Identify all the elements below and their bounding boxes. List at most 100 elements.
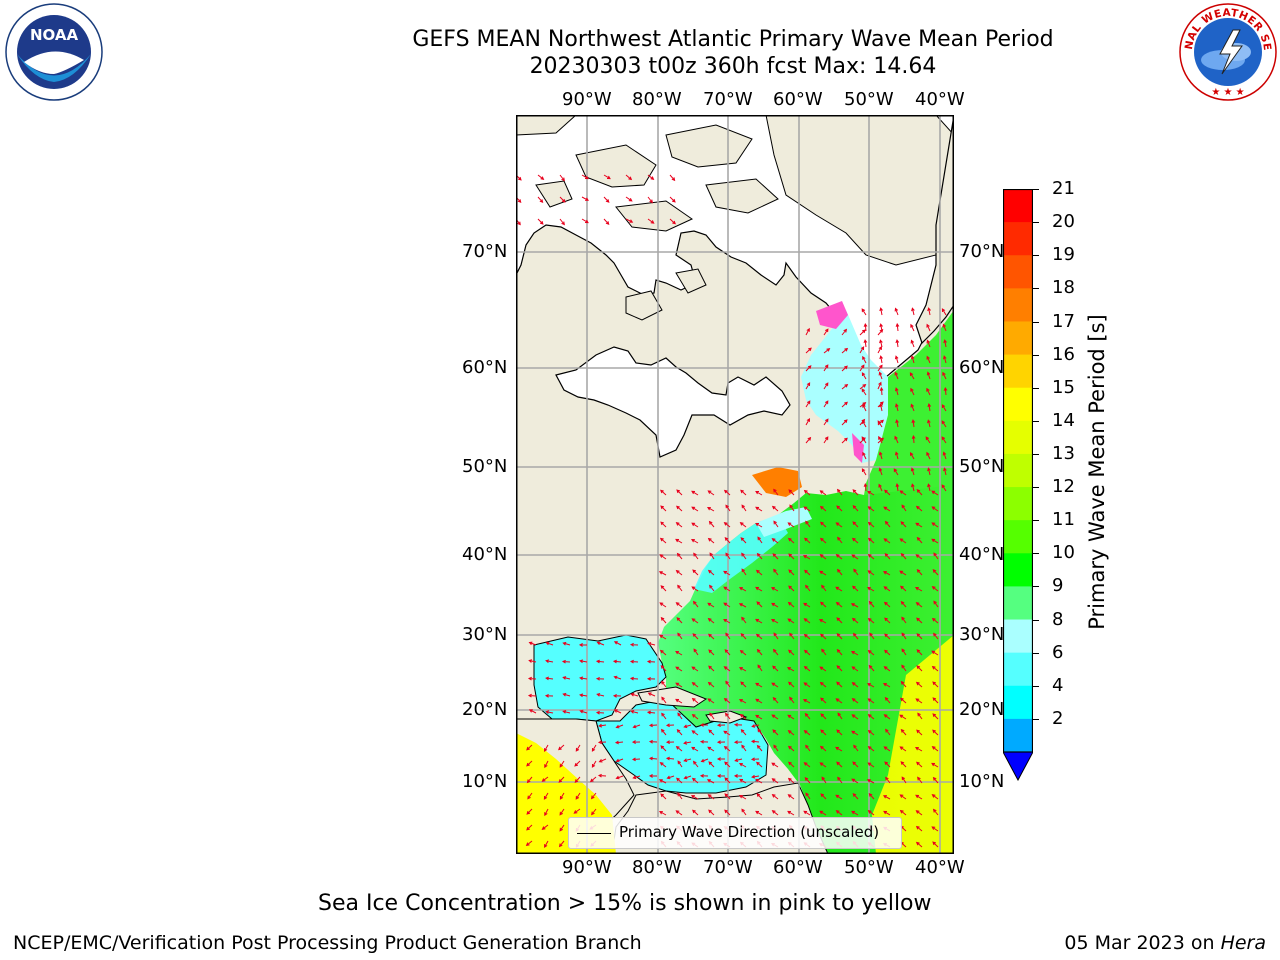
wave-arrow — [733, 740, 743, 745]
wave-arrow — [910, 339, 915, 348]
wave-arrow — [579, 676, 588, 681]
wave-arrow — [740, 489, 747, 496]
wave-arrow — [625, 196, 633, 202]
wave-arrow — [851, 537, 859, 544]
wave-arrow — [802, 699, 811, 704]
wave-arrow — [877, 437, 884, 444]
wave-arrow — [575, 744, 581, 752]
wave-arrow — [716, 774, 726, 778]
wave-arrow — [660, 585, 667, 592]
wave-arrow — [910, 355, 915, 364]
wave-arrow — [859, 383, 867, 390]
wave-arrow — [926, 339, 931, 348]
wave-arrow — [942, 323, 947, 332]
wave-arrow — [916, 633, 923, 640]
wave-arrow — [853, 568, 859, 576]
wave-arrow — [916, 761, 923, 768]
wave-arrow — [823, 382, 829, 390]
wave-arrow — [931, 794, 939, 800]
wave-arrow — [648, 723, 658, 728]
wave-arrow — [867, 698, 875, 704]
wave-arrow — [867, 490, 875, 496]
wave-arrow — [738, 603, 747, 608]
wave-arrow — [819, 681, 827, 688]
wave-arrow — [805, 584, 811, 592]
lon-label-top: 90°W — [562, 89, 612, 110]
wave-arrow — [788, 569, 795, 576]
wave-arrow — [805, 792, 811, 800]
wave-arrow — [755, 682, 763, 688]
footer-credit: NCEP/EMC/Verification Post Processing Pr… — [13, 932, 642, 954]
wave-arrow — [788, 681, 795, 688]
wave-arrow — [666, 775, 675, 780]
wave-arrow — [646, 710, 656, 715]
wave-arrow — [787, 714, 795, 720]
wave-arrow — [669, 174, 676, 182]
wave-arrow — [675, 602, 683, 608]
wave-arrow — [879, 307, 883, 316]
wave-arrow — [933, 600, 939, 608]
wave-arrow — [859, 402, 867, 408]
wave-arrow — [931, 650, 939, 656]
wave-arrow — [931, 826, 939, 832]
wave-arrow — [614, 740, 624, 745]
colorbar-band — [1003, 553, 1033, 588]
wave-arrow — [927, 483, 931, 492]
wave-arrow — [773, 520, 779, 528]
wave-arrow — [559, 196, 566, 203]
wave-arrow — [528, 709, 537, 714]
wave-arrow — [562, 710, 571, 714]
wave-arrow — [805, 400, 811, 408]
wave-arrow — [691, 777, 699, 784]
wave-arrow — [537, 196, 544, 203]
wave-arrow — [773, 632, 779, 640]
lon-label-bottom: 90°W — [562, 857, 612, 878]
wave-arrow — [647, 692, 656, 697]
wave-arrow — [823, 348, 831, 354]
wave-arrow — [707, 698, 715, 704]
wave-arrow — [597, 773, 607, 778]
wave-arrow — [910, 323, 915, 332]
colorbar-band — [1003, 189, 1033, 223]
wave-arrow — [883, 506, 891, 512]
wave-arrow — [755, 714, 763, 720]
wave-arrow — [589, 776, 597, 783]
wave-arrow — [772, 696, 779, 704]
wave-arrow — [691, 713, 699, 720]
wave-arrow — [852, 585, 859, 592]
wave-arrow — [852, 521, 859, 528]
wave-arrow — [603, 174, 611, 180]
wave-arrow — [591, 744, 597, 752]
wave-arrow — [559, 824, 565, 832]
wave-arrow — [676, 505, 683, 512]
wave-arrow — [757, 728, 763, 736]
wave-arrow — [526, 824, 533, 831]
wave-arrow — [805, 382, 811, 390]
wave-arrow — [683, 775, 692, 780]
wave-arrow — [859, 346, 865, 354]
wave-arrow — [693, 648, 699, 656]
colorbar-tick-label: 10 — [1052, 542, 1075, 564]
wave-arrow — [771, 714, 779, 720]
wave-arrow — [932, 713, 939, 720]
wave-arrow — [926, 451, 931, 460]
wave-arrow — [819, 570, 827, 576]
wave-arrow — [756, 793, 763, 800]
map-panel: Primary Wave Direction (unscaled) — [516, 115, 954, 854]
wave-arrow — [545, 676, 554, 681]
lon-label-bottom: 70°W — [703, 857, 753, 878]
wave-arrow — [883, 666, 891, 672]
wave-arrow — [803, 730, 811, 736]
wave-arrow — [805, 365, 812, 372]
wave-arrow — [883, 810, 891, 816]
wave-arrow — [900, 600, 907, 608]
wave-arrow — [598, 758, 607, 763]
wave-arrow — [866, 586, 875, 592]
wave-arrow — [755, 523, 763, 528]
wave-arrow — [723, 570, 731, 576]
wave-arrow — [789, 504, 795, 512]
colorbar-tick-label: 21 — [1052, 178, 1075, 199]
wave-arrow — [751, 724, 760, 728]
wave-arrow — [821, 648, 827, 656]
greenland — [915, 115, 954, 345]
